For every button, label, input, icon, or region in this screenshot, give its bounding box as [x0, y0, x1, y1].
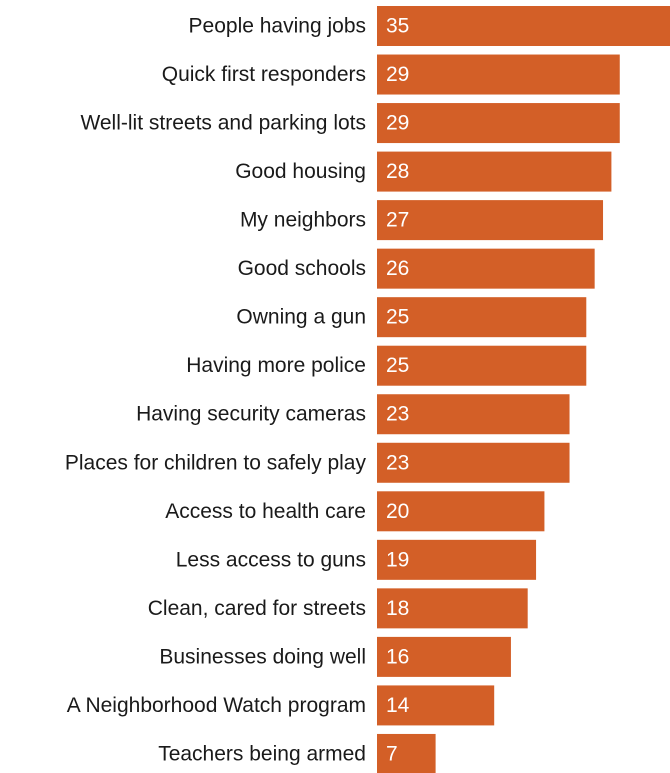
data-label: 7 [386, 742, 398, 765]
data-label: 23 [386, 451, 409, 474]
category-label: Teachers being armed [158, 742, 366, 765]
bars-group [377, 6, 670, 773]
category-label: Clean, cared for streets [148, 597, 366, 620]
data-label: 20 [386, 500, 409, 523]
category-label: Good housing [235, 160, 366, 183]
bar [377, 297, 587, 338]
data-label: 19 [386, 548, 409, 571]
bar [377, 103, 620, 144]
data-label: 29 [386, 112, 409, 135]
category-label: Well-lit streets and parking lots [80, 112, 366, 135]
data-label: 28 [386, 160, 409, 183]
category-label: Quick first responders [162, 63, 366, 86]
bar [377, 539, 537, 580]
category-label: Places for children to safely play [65, 451, 367, 474]
category-labels-group: People having jobs Quick first responders… [65, 15, 367, 766]
data-label: 25 [386, 306, 409, 329]
data-label: 18 [386, 597, 409, 620]
data-labels-group: 35 29 29 28 27 26 25 25 23 23 20 19 18 16 14 7 [386, 15, 410, 766]
category-label: Having security cameras [136, 403, 366, 426]
category-label: Access to health care [165, 500, 366, 523]
category-label: Businesses doing well [159, 645, 366, 668]
category-label: Having more police [186, 354, 366, 377]
bar [377, 200, 604, 241]
data-label: 23 [386, 403, 409, 426]
bar [377, 54, 620, 95]
category-label: My neighbors [240, 209, 366, 232]
category-label: Owning a gun [236, 306, 366, 329]
bar [377, 394, 570, 435]
category-label: People having jobs [189, 15, 366, 38]
bar [377, 151, 612, 192]
data-label: 16 [386, 645, 409, 668]
data-label: 14 [386, 694, 410, 717]
data-label: 26 [386, 257, 409, 280]
data-label: 35 [386, 15, 409, 38]
category-label: A Neighborhood Watch program [67, 694, 366, 717]
category-label: Good schools [238, 257, 366, 280]
bar [377, 442, 570, 483]
category-label: Less access to guns [176, 548, 366, 571]
data-label: 27 [386, 209, 409, 232]
bar [377, 345, 587, 386]
bar [377, 248, 595, 289]
data-label: 29 [386, 63, 409, 86]
bar [377, 491, 545, 532]
bar [377, 733, 436, 773]
bar [377, 6, 670, 46]
bar [377, 636, 511, 677]
data-label: 25 [386, 354, 409, 377]
bar [377, 588, 528, 629]
bar [377, 685, 495, 726]
